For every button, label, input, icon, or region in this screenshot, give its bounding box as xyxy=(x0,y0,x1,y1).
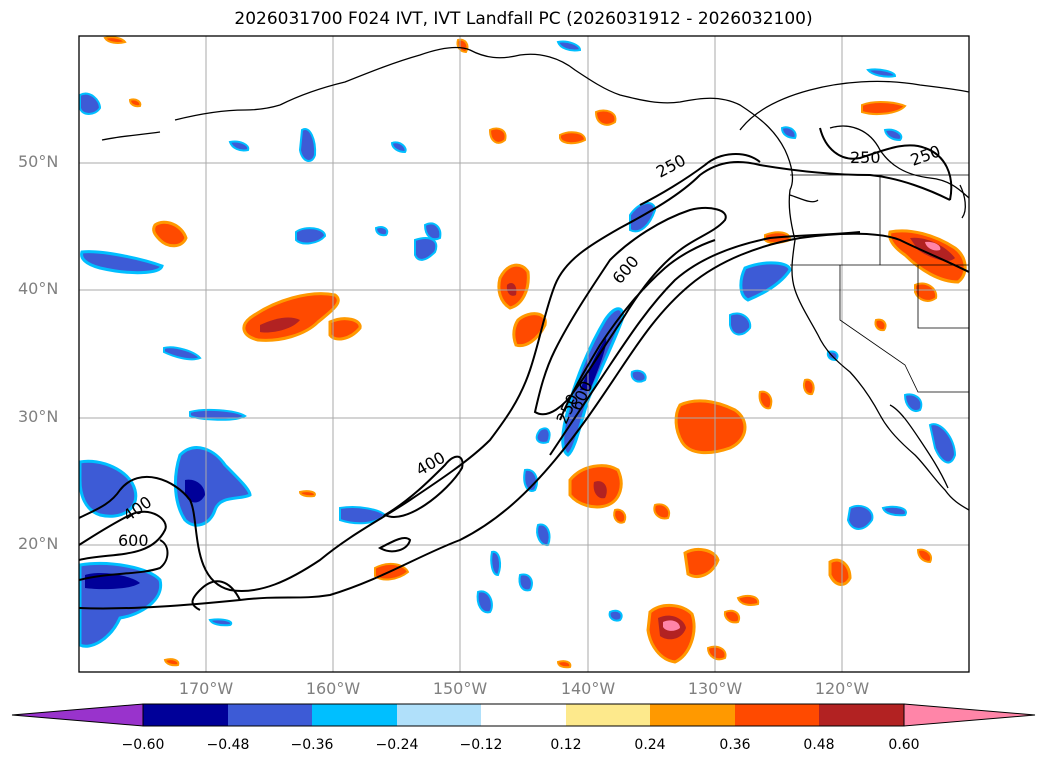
figure-title: 2026031700 F024 IVT, IVT Landfall PC (20… xyxy=(234,9,813,29)
colorbar-box-8 xyxy=(735,704,819,726)
graticule xyxy=(79,36,969,672)
lon-tick-label-120w: 120°W xyxy=(814,679,870,698)
colorbar-tick-label: 0.48 xyxy=(803,737,835,753)
colorbar-tick-label: −0.60 xyxy=(121,737,165,753)
lat-tick-label-20n: 20°N xyxy=(18,534,59,553)
colorbar xyxy=(11,703,1036,727)
colorbar-tick-label: 0.24 xyxy=(634,737,666,753)
colorbar-tick-label: −0.36 xyxy=(290,737,334,753)
colorbar-tick-label: 0.12 xyxy=(550,737,582,753)
ivt-contours xyxy=(79,127,969,611)
lon-tick-label-150w: 150°W xyxy=(432,679,488,698)
colorbar-tick-label: −0.12 xyxy=(459,737,503,753)
colorbar-outline xyxy=(142,703,905,727)
map-plot-area: 250 250 250 600 600 400 400 600 250 xyxy=(78,35,970,673)
lon-tick-label-170w: 170°W xyxy=(178,679,234,698)
colorbar-box-1 xyxy=(143,704,228,726)
contour-label-600-west: 600 xyxy=(118,531,149,550)
colorbar-box-5 xyxy=(481,704,566,726)
coastline-layer xyxy=(101,46,969,511)
contour-label-250-ne1: 250 xyxy=(850,148,881,167)
state-borders xyxy=(790,174,969,393)
lat-tick-label-50n: 50°N xyxy=(18,152,59,171)
colorbar-box-7 xyxy=(650,704,735,726)
lon-tick-label-140w: 140°W xyxy=(560,679,616,698)
lat-tick-label-40n: 40°N xyxy=(18,279,59,298)
lon-tick-label-130w: 130°W xyxy=(687,679,743,698)
colorbar-tick-label: −0.24 xyxy=(375,737,419,753)
colorbar-box-3 xyxy=(312,704,397,726)
colorbar-box-6 xyxy=(566,704,650,726)
map-frame xyxy=(78,35,970,673)
colorbar-tick-label: 0.60 xyxy=(888,737,920,753)
lon-tick-label-160w: 160°W xyxy=(305,679,361,698)
colorbar-tick-label: −0.48 xyxy=(206,737,250,753)
colorbar-box-4 xyxy=(397,704,481,726)
colorbar-tick-label: 0.36 xyxy=(719,737,751,753)
map-background xyxy=(79,36,969,672)
colorbar-box-9 xyxy=(819,704,904,726)
colorbar-box-2 xyxy=(228,704,312,726)
colorbar-extend-min xyxy=(11,703,144,727)
colorbar-extend-max xyxy=(903,703,1036,727)
lat-tick-label-30n: 30°N xyxy=(18,407,59,426)
